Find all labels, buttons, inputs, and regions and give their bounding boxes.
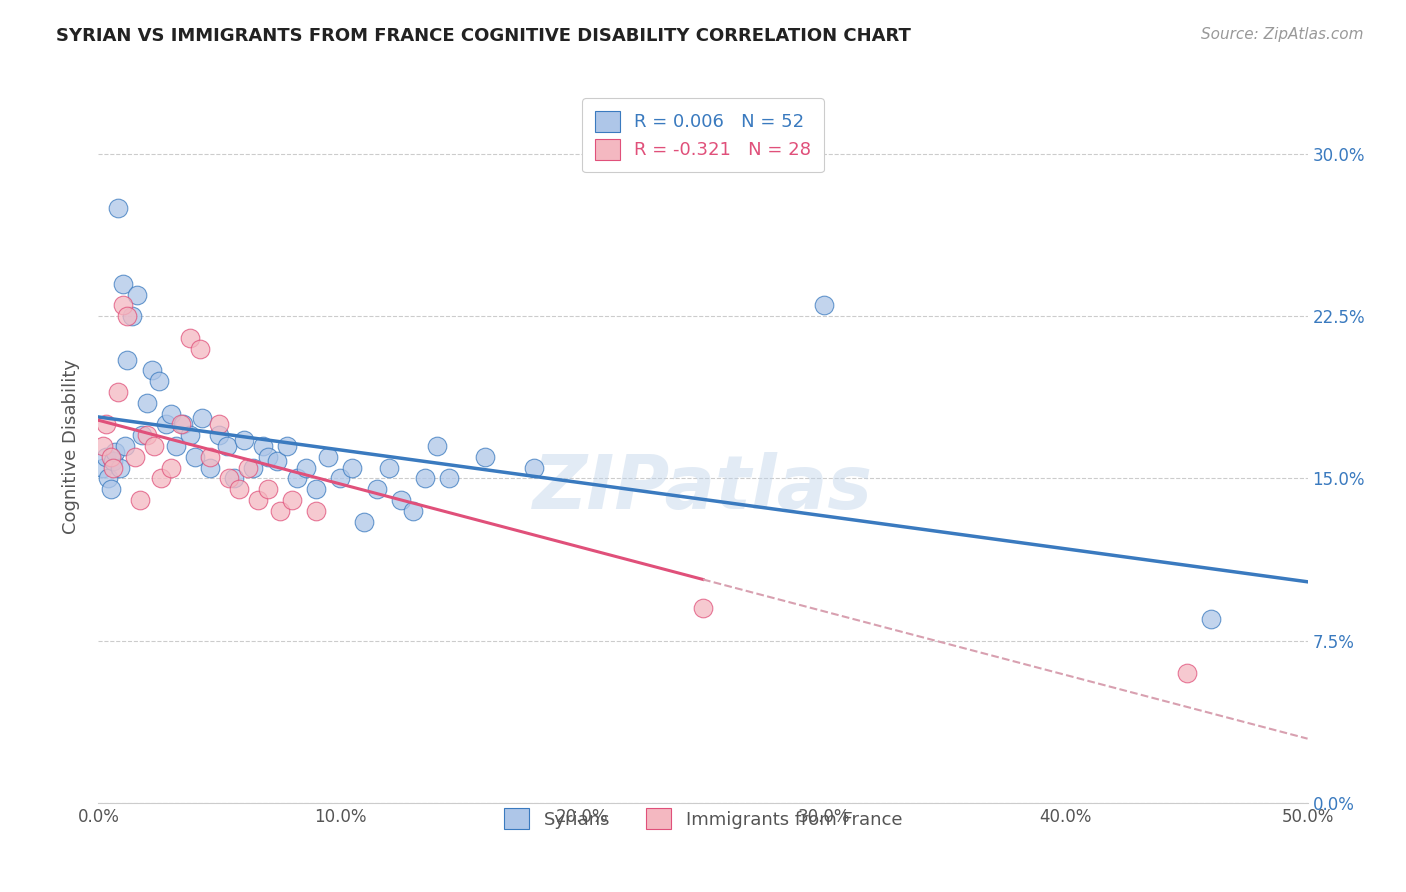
Point	[232, 433, 254, 447]
Point	[1175, 666, 1198, 681]
Point	[222, 471, 245, 485]
Point	[389, 493, 412, 508]
Point	[426, 439, 449, 453]
Point	[131, 428, 153, 442]
Point	[143, 439, 166, 453]
Point	[188, 342, 211, 356]
Point	[117, 352, 139, 367]
Point	[108, 460, 131, 475]
Point	[160, 460, 183, 475]
Point	[198, 450, 221, 464]
Point	[208, 428, 231, 442]
Point	[135, 428, 157, 442]
Point	[295, 460, 318, 475]
Point	[208, 417, 231, 432]
Point	[305, 482, 328, 496]
Point	[228, 482, 250, 496]
Point	[107, 384, 129, 399]
Point	[276, 439, 298, 453]
Point	[94, 417, 117, 432]
Point	[179, 428, 201, 442]
Point	[97, 471, 120, 485]
Point	[218, 471, 240, 485]
Point	[256, 450, 278, 464]
Text: ZIPatlas: ZIPatlas	[533, 452, 873, 525]
Point	[172, 417, 194, 432]
Point	[184, 450, 207, 464]
Point	[117, 310, 139, 324]
Point	[165, 439, 187, 453]
Point	[91, 439, 114, 453]
Point	[198, 460, 221, 475]
Point	[377, 460, 399, 475]
Point	[160, 407, 183, 421]
Point	[101, 454, 124, 468]
Point	[169, 417, 191, 432]
Point	[366, 482, 388, 496]
Point	[121, 310, 143, 324]
Point	[252, 439, 274, 453]
Point	[111, 298, 134, 312]
Point	[114, 439, 136, 453]
Point	[266, 454, 288, 468]
Point	[1199, 612, 1222, 626]
Point	[111, 277, 134, 291]
Point	[124, 450, 146, 464]
Point	[242, 460, 264, 475]
Point	[692, 601, 714, 615]
Text: Source: ZipAtlas.com: Source: ZipAtlas.com	[1201, 27, 1364, 42]
Point	[215, 439, 238, 453]
Point	[128, 493, 150, 508]
Point	[91, 460, 114, 475]
Point	[94, 450, 117, 464]
Point	[100, 450, 122, 464]
Point	[247, 493, 270, 508]
Point	[316, 450, 339, 464]
Point	[150, 471, 173, 485]
Point	[104, 445, 127, 459]
Point	[179, 331, 201, 345]
Point	[256, 482, 278, 496]
Point	[813, 298, 835, 312]
Point	[402, 504, 425, 518]
Legend: Syrians, Immigrants from France: Syrians, Immigrants from France	[489, 794, 917, 844]
Point	[285, 471, 308, 485]
Point	[269, 504, 291, 518]
Point	[413, 471, 436, 485]
Point	[141, 363, 163, 377]
Text: SYRIAN VS IMMIGRANTS FROM FRANCE COGNITIVE DISABILITY CORRELATION CHART: SYRIAN VS IMMIGRANTS FROM FRANCE COGNITI…	[56, 27, 911, 45]
Point	[100, 482, 122, 496]
Point	[474, 450, 496, 464]
Point	[127, 287, 149, 301]
Point	[523, 460, 546, 475]
Point	[107, 201, 129, 215]
Point	[353, 515, 375, 529]
Point	[342, 460, 364, 475]
Point	[329, 471, 352, 485]
Point	[135, 396, 157, 410]
Point	[155, 417, 177, 432]
Point	[148, 374, 170, 388]
Point	[101, 460, 124, 475]
Point	[238, 460, 260, 475]
Point	[437, 471, 460, 485]
Point	[191, 410, 214, 425]
Point	[305, 504, 328, 518]
Point	[281, 493, 304, 508]
Y-axis label: Cognitive Disability: Cognitive Disability	[62, 359, 80, 533]
